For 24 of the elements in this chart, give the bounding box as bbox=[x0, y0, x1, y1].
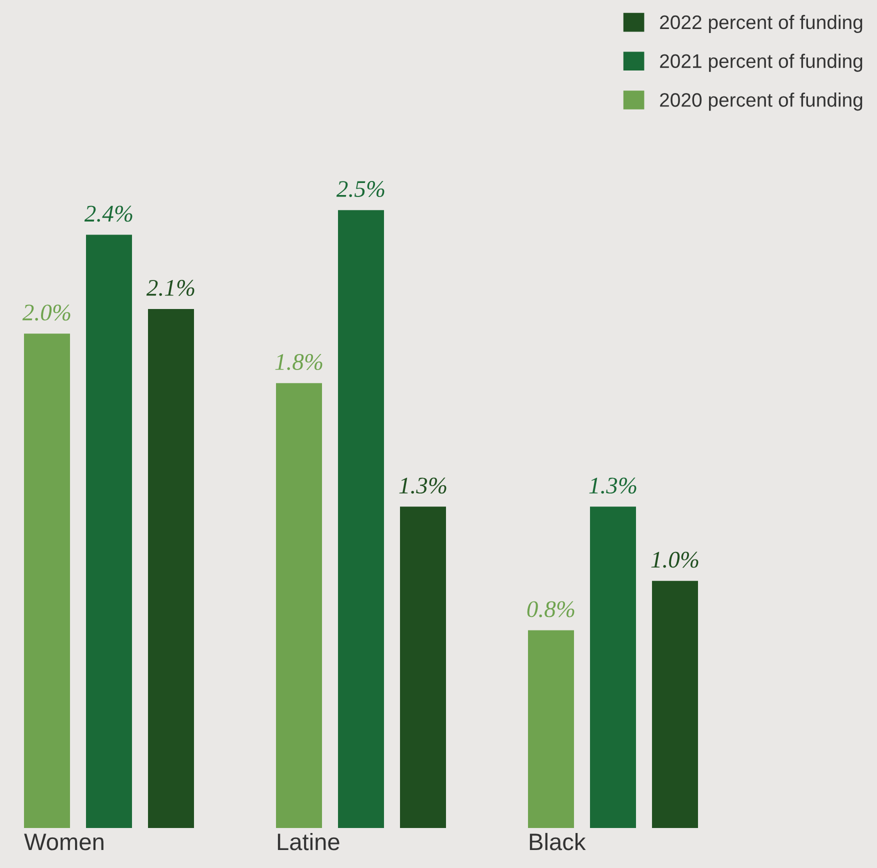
data-label: 1.3% bbox=[589, 478, 636, 494]
bar bbox=[652, 580, 698, 828]
bar bbox=[276, 383, 322, 828]
legend-label: 2020 percent of funding bbox=[660, 92, 862, 111]
x-tick-label: Latine bbox=[278, 832, 340, 850]
x-tick-label: Black bbox=[530, 832, 586, 850]
legend-label: 2021 percent of funding bbox=[660, 54, 862, 72]
data-label: 2.1% bbox=[146, 280, 194, 296]
bar bbox=[148, 308, 194, 828]
bar bbox=[528, 630, 574, 828]
data-label: 2.4% bbox=[84, 206, 132, 222]
data-label: 1.0% bbox=[651, 552, 698, 568]
bar bbox=[86, 234, 132, 828]
bar bbox=[590, 506, 636, 828]
data-label: 1.8% bbox=[275, 354, 322, 370]
bar bbox=[338, 210, 384, 828]
x-tick-label: Women bbox=[24, 834, 104, 850]
data-label: 2.0% bbox=[22, 304, 70, 321]
legend-label: 2022 percent of funding bbox=[660, 14, 862, 34]
data-label: 2.5% bbox=[336, 181, 384, 198]
data-label: 0.8% bbox=[527, 601, 574, 618]
bar bbox=[24, 334, 70, 828]
bar bbox=[400, 506, 446, 828]
data-label: 1.3% bbox=[399, 478, 446, 494]
